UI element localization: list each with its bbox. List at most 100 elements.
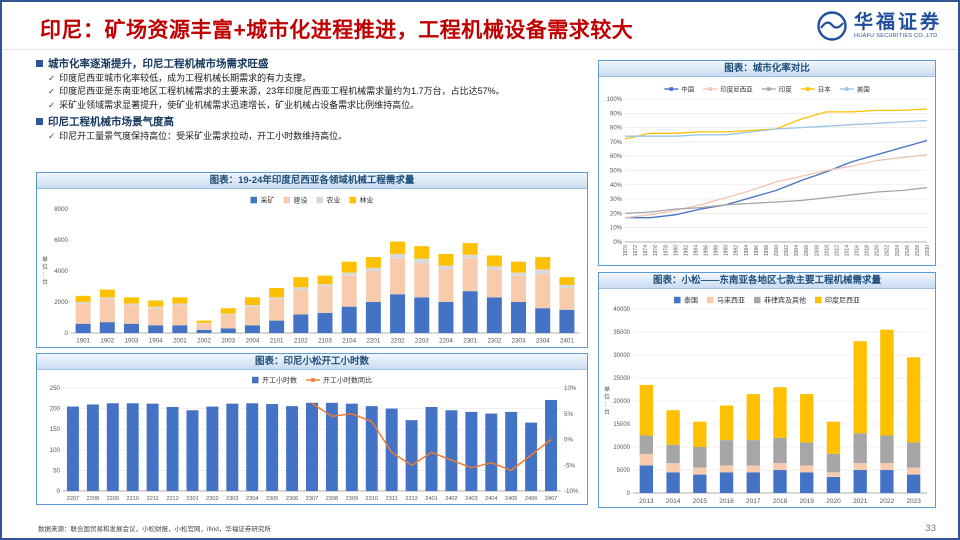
svg-text:2310: 2310 [366, 496, 378, 502]
svg-text:1996: 1996 [754, 245, 760, 256]
svg-text:80%: 80% [610, 126, 623, 132]
svg-text:2403: 2403 [465, 496, 477, 502]
bullet-text: 印度尼西亚城市化率较低，成为工程机械长期需求的有力支撑。 [59, 73, 312, 83]
svg-text:2401: 2401 [560, 338, 574, 345]
svg-text:泰国: 泰国 [684, 295, 698, 304]
svg-text:2402: 2402 [445, 496, 457, 502]
svg-text:2004: 2004 [246, 338, 260, 345]
section-heading-label: 城市化率逐渐提升，印尼工程机械市场需求旺盛 [48, 58, 269, 70]
svg-text:2207: 2207 [67, 496, 79, 502]
svg-text:2304: 2304 [536, 338, 550, 345]
section-bullet-square-icon [36, 117, 43, 125]
bullet-item: ✓ 印尼开工量景气度保持高位：受采矿业需求拉动，开工小时数维持高位。 [48, 131, 588, 143]
svg-text:2018: 2018 [773, 498, 788, 505]
svg-text:50: 50 [53, 467, 60, 474]
svg-text:0: 0 [627, 491, 631, 497]
svg-text:2102: 2102 [294, 338, 308, 345]
svg-text:2002: 2002 [784, 245, 790, 256]
svg-text:位: 位 [604, 393, 610, 401]
demand-by-sector-chart: 采矿 建设 农业 林业 0 2000 4000 6000 8000 1901 1902 1903 190… [42, 195, 579, 345]
svg-text:2301: 2301 [186, 496, 198, 502]
svg-text:2001: 2001 [173, 338, 187, 345]
chart-card-komatsu-hours: 图表：印尼小松开工小时数 开工小时数 开工小时数同比 0 50 100 150 200 250… [36, 353, 588, 505]
svg-text:采矿: 采矿 [261, 195, 275, 204]
bullet-text: 采矿业领域需求显著提升，使矿业机械需求迅速增长，矿业机械占设备需求比例维持高位。 [59, 99, 420, 110]
svg-text:2311: 2311 [386, 496, 398, 502]
svg-text:2003: 2003 [221, 338, 235, 345]
svg-text:1998: 1998 [764, 245, 770, 256]
svg-text:台: 台 [42, 278, 48, 286]
svg-text:70%: 70% [610, 140, 623, 146]
svg-text:2017: 2017 [746, 498, 761, 505]
svg-text:25000: 25000 [613, 376, 630, 382]
svg-text:90%: 90% [610, 111, 623, 117]
svg-text:2303: 2303 [512, 338, 526, 345]
svg-text:位: 位 [42, 263, 48, 271]
svg-text:2026: 2026 [905, 245, 911, 256]
svg-text:2203: 2203 [415, 338, 429, 345]
svg-text:1980: 1980 [673, 245, 679, 256]
svg-text:2002: 2002 [197, 338, 211, 345]
bullet-item: ✓ 印度尼西亚是东南亚地区工程机械需求的主要来源，23年印度尼西亚工程机械需求量约… [48, 86, 588, 98]
svg-text:2301: 2301 [463, 338, 477, 345]
svg-text:2000: 2000 [774, 245, 780, 256]
svg-text:6000: 6000 [54, 237, 68, 244]
svg-text:2022: 2022 [885, 245, 891, 256]
urbanization-chart: 中国 印度尼西亚 印度 日本 美国 0% 10% 20% 30% 40% 50% 60% 70% 80% 9… [607, 84, 931, 256]
svg-text:2312: 2312 [405, 496, 417, 502]
svg-text:150: 150 [50, 426, 61, 433]
svg-text:2209: 2209 [107, 496, 119, 502]
svg-text:2307: 2307 [306, 496, 318, 502]
svg-text:1974: 1974 [643, 245, 649, 256]
svg-text:2006: 2006 [804, 245, 810, 256]
svg-text:中国: 中国 [681, 84, 694, 93]
svg-text:1988: 1988 [714, 245, 720, 256]
svg-text:100: 100 [50, 447, 61, 454]
svg-text:0: 0 [57, 488, 61, 495]
svg-text:1976: 1976 [653, 245, 659, 256]
svg-text:20%: 20% [610, 211, 623, 217]
svg-text:林业: 林业 [360, 195, 374, 204]
chart-title-urbanization: 图表：城市化率对比 [599, 61, 935, 77]
check-icon: ✓ [48, 86, 56, 97]
check-icon: ✓ [48, 73, 56, 83]
svg-text:1994: 1994 [744, 245, 750, 256]
svg-text:2210: 2210 [126, 496, 138, 502]
svg-text:单: 单 [42, 256, 48, 264]
svg-text:2020: 2020 [875, 245, 881, 256]
svg-text:单: 单 [604, 386, 610, 394]
chart-card-urbanization: 图表：城市化率对比 中国 印度尼西亚 印度 日本 美国 0% 10% 20% 30% 40% 50%… [598, 60, 936, 266]
logo-name: 华福证券 [853, 12, 942, 34]
svg-text:马来西亚: 马来西亚 [717, 296, 745, 304]
svg-text:农业: 农业 [327, 195, 341, 204]
chart-title-sea-demand: 图表：小松——东南亚各地区七款主要工程机械需求量 [599, 273, 935, 289]
svg-text:2304: 2304 [246, 496, 258, 502]
svg-text:2308: 2308 [326, 496, 338, 502]
svg-text:2024: 2024 [895, 245, 901, 256]
svg-text:2204: 2204 [439, 338, 453, 345]
svg-text:2302: 2302 [206, 496, 218, 502]
svg-text:4000: 4000 [54, 268, 68, 275]
svg-text:2404: 2404 [485, 496, 497, 502]
chart-title-komatsu-hours: 图表：印尼小松开工小时数 [37, 354, 587, 370]
svg-text:2030: 2030 [925, 245, 931, 256]
svg-text:2018: 2018 [865, 245, 871, 256]
page-title: 印尼：矿场资源丰富+城市化进程推进，工程机械设备需求较大 [40, 19, 634, 42]
svg-text:35000: 35000 [613, 330, 630, 336]
svg-text:1901: 1901 [76, 338, 90, 345]
svg-text:开工小时数同比: 开工小时数同比 [323, 375, 372, 384]
svg-text:2406: 2406 [525, 496, 537, 502]
svg-text:2309: 2309 [346, 496, 358, 502]
svg-text:2014: 2014 [666, 498, 681, 505]
svg-text:2012: 2012 [834, 245, 840, 256]
svg-text:2306: 2306 [286, 496, 298, 502]
svg-text:-5%: -5% [564, 462, 576, 469]
bullet-text: 印度尼西亚是东南亚地区工程机械需求的主要来源，23年印度尼西亚工程机械需求量约为… [59, 86, 505, 97]
svg-text:2028: 2028 [915, 245, 921, 256]
logo-subtitle: HUAFU SECURITIES CO.,LTD [853, 32, 938, 39]
svg-text:2015: 2015 [693, 498, 708, 505]
svg-text:印度尼西亚: 印度尼西亚 [825, 295, 860, 304]
svg-text:2212: 2212 [166, 496, 178, 502]
svg-text:2019: 2019 [799, 498, 814, 505]
svg-text:0%: 0% [564, 437, 573, 444]
